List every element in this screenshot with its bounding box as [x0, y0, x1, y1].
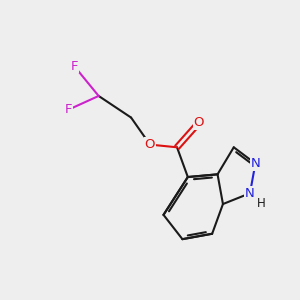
Text: F: F — [70, 60, 78, 73]
Text: O: O — [145, 138, 155, 151]
Text: O: O — [194, 116, 204, 130]
Text: F: F — [65, 103, 73, 116]
Text: H: H — [257, 197, 266, 210]
Text: N: N — [250, 157, 260, 170]
Text: N: N — [245, 187, 255, 200]
